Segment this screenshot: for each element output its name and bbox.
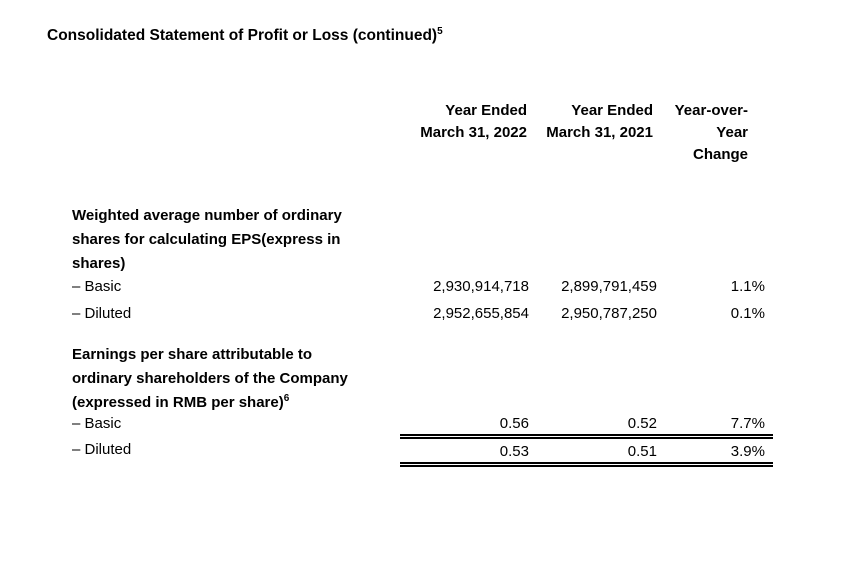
column-header-yoy-change: Year-over- Year Change xyxy=(657,100,773,166)
row-label-basic: – Basic xyxy=(72,278,122,295)
section-heading-line-text: (expressed in RMB per share) xyxy=(72,394,284,411)
value-basic-shares-fy2022: 2,930,914,718 xyxy=(433,278,529,295)
value-diluted-shares-fy2022: 2,952,655,854 xyxy=(433,305,529,322)
header-line: March 31, 2022 xyxy=(420,124,527,141)
section-heading-line: (expressed in RMB per share)6 xyxy=(72,391,400,415)
header-line: Year-over- xyxy=(674,102,748,119)
section-heading-line: ordinary shareholders of the Company xyxy=(72,370,348,387)
title-footnote-marker: 5 xyxy=(437,25,443,37)
table-row-diluted-eps: – Diluted 0.53 0.51 3.9% xyxy=(72,436,773,467)
header-line: Year xyxy=(716,124,748,141)
value-basic-shares-yoy: 1.1% xyxy=(730,278,765,295)
section-heading-line: Weighted average number of ordinary xyxy=(72,207,342,224)
value-diluted-eps-fy2021: 0.51 xyxy=(529,436,657,467)
empty-cell xyxy=(529,204,657,276)
header-empty-cell xyxy=(72,100,400,166)
header-line: March 31, 2021 xyxy=(546,124,653,141)
spacer-row xyxy=(72,330,773,343)
page-title: Consolidated Statement of Profit or Loss… xyxy=(47,26,443,45)
row-label-diluted: – Diluted xyxy=(72,440,132,458)
section-heading-earnings-per-share: Earnings per share attributable to ordin… xyxy=(72,343,400,415)
empty-cell xyxy=(400,343,529,415)
column-header-year-ended-2022: Year Ended March 31, 2022 xyxy=(400,100,529,166)
spacer-row xyxy=(72,166,773,204)
value-diluted-shares-fy2021: 2,950,787,250 xyxy=(561,305,657,322)
section-heading-row-shares: Weighted average number of ordinary shar… xyxy=(72,204,773,276)
column-header-year-ended-2021: Year Ended March 31, 2021 xyxy=(529,100,657,166)
section-heading-line: Earnings per share attributable to xyxy=(72,346,313,363)
row-label-diluted: – Diluted xyxy=(72,305,132,322)
section-heading-line: shares) xyxy=(72,255,126,272)
value-basic-eps-fy2021: 0.52 xyxy=(529,415,657,439)
header-line: Change xyxy=(692,146,748,163)
value-diluted-eps-yoy: 3.9% xyxy=(657,436,773,467)
empty-cell xyxy=(400,204,529,276)
row-label-basic: – Basic xyxy=(72,415,122,432)
header-line: Year Ended xyxy=(571,102,653,119)
header-line: Year Ended xyxy=(445,102,527,119)
empty-cell xyxy=(529,343,657,415)
page-title-text: Consolidated Statement of Profit or Loss… xyxy=(47,27,438,44)
table-row-diluted-shares: – Diluted 2,952,655,854 2,950,787,250 0.… xyxy=(72,303,773,330)
value-diluted-eps-fy2022: 0.53 xyxy=(400,436,529,467)
value-basic-eps-yoy: 7.7% xyxy=(657,415,773,439)
value-diluted-shares-yoy: 0.1% xyxy=(730,305,765,322)
empty-cell xyxy=(657,343,773,415)
value-basic-eps-fy2022: 0.56 xyxy=(400,415,529,439)
eps-table: Year Ended March 31, 2022 Year Ended Mar… xyxy=(72,100,773,467)
table-header-row: Year Ended March 31, 2022 Year Ended Mar… xyxy=(72,100,773,166)
section-heading-line: shares for calculating EPS(express in xyxy=(72,231,341,248)
table-row-basic-eps: – Basic 0.56 0.52 7.7% xyxy=(72,415,773,439)
table-row-basic-shares: – Basic 2,930,914,718 2,899,791,459 1.1% xyxy=(72,276,773,303)
value-basic-shares-fy2021: 2,899,791,459 xyxy=(561,278,657,295)
empty-cell xyxy=(657,204,773,276)
section-footnote-marker: 6 xyxy=(283,393,290,404)
section-heading-weighted-average-shares: Weighted average number of ordinary shar… xyxy=(72,204,400,276)
section-heading-row-eps: Earnings per share attributable to ordin… xyxy=(72,343,773,415)
